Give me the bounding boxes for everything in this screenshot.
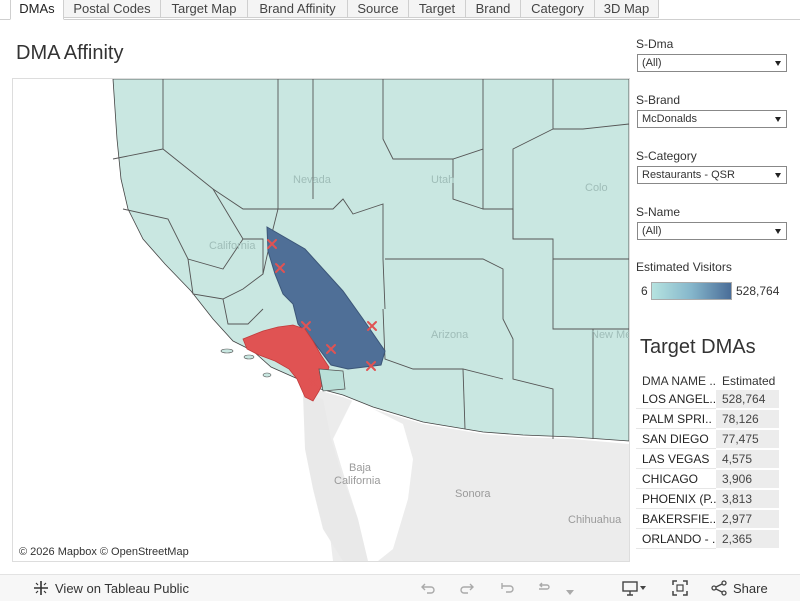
table-header: DMA NAME .. Estimated: [636, 370, 800, 390]
dma-name: PHOENIX (P..: [636, 490, 716, 509]
filter-name-select[interactable]: (All): [637, 222, 787, 240]
map-attribution[interactable]: © 2026 Mapbox © OpenStreetMap: [17, 546, 191, 558]
share-button[interactable]: Share: [733, 581, 768, 596]
baja-land: [303, 394, 368, 561]
estimated-visitors: 4,575: [716, 450, 779, 469]
table-row[interactable]: BAKERSFIE.. 2,977: [636, 510, 800, 530]
map-labels-mexico: Baja California Sonora Chihuahua: [334, 462, 622, 526]
estimated-visitors: 528,764: [716, 390, 779, 409]
us-base-dmas: [112, 79, 629, 442]
download-icon[interactable]: [622, 580, 648, 599]
dma-name: ORLANDO - ..: [636, 530, 716, 549]
estimated-visitors: 2,977: [716, 510, 779, 529]
tab-target-map[interactable]: Target Map: [161, 0, 248, 18]
filter-dma-select[interactable]: (All): [637, 54, 787, 72]
view-on-tableau-public-link[interactable]: View on Tableau Public: [55, 581, 189, 596]
filter-label-dma: S-Dma: [636, 37, 674, 51]
table-row[interactable]: SAN DIEGO 77,475: [636, 430, 800, 450]
legend-color-ramp: [651, 282, 732, 300]
dma-map[interactable]: Nevada Utah Colo California Arizona New …: [12, 78, 630, 562]
label-baja-1: Baja: [349, 462, 372, 474]
filter-category-value: Restaurants - QSR: [642, 169, 735, 181]
column-header-dma-name[interactable]: DMA NAME ..: [642, 374, 717, 388]
estimated-visitors: 78,126: [716, 410, 779, 429]
table-row[interactable]: ORLANDO - .. 2,365: [636, 530, 800, 550]
table-row[interactable]: CHICAGO 3,906: [636, 470, 800, 490]
filter-name-value: (All): [642, 225, 662, 237]
tab-brand-affinity[interactable]: Brand Affinity: [248, 0, 348, 18]
page-title: DMA Affinity: [16, 42, 124, 64]
chevron-down-icon: [775, 229, 781, 234]
filter-label-name: S-Name: [636, 205, 681, 219]
label-baja-2: California: [334, 475, 381, 487]
gulf-water: [333, 399, 413, 561]
filter-label-category: S-Category: [636, 149, 697, 163]
tab-category[interactable]: Category: [521, 0, 595, 18]
estimated-visitors: 77,475: [716, 430, 779, 449]
table-row[interactable]: LOS ANGEL.. 528,764: [636, 390, 800, 410]
redo-icon[interactable]: [459, 580, 475, 599]
legend-min: 6: [641, 284, 648, 298]
map-labels: Nevada Utah Colo California Arizona New …: [209, 174, 629, 341]
estimated-visitors: 2,365: [716, 530, 779, 549]
chevron-down-icon[interactable]: [566, 584, 574, 599]
tab-brand[interactable]: Brand: [466, 0, 521, 18]
legend-title: Estimated Visitors: [636, 260, 732, 274]
dma-name: LOS ANGEL..: [636, 390, 716, 409]
fullscreen-icon[interactable]: [672, 580, 688, 599]
dma-name: PALM SPRI..: [636, 410, 716, 429]
tab-3d-map[interactable]: 3D Map: [595, 0, 659, 18]
label-utah: Utah: [431, 174, 454, 186]
label-new-mexico: New Mexico: [591, 329, 629, 341]
table-row[interactable]: LAS VEGAS 4,575: [636, 450, 800, 470]
dma-name: BAKERSFIE..: [636, 510, 716, 529]
tab-target[interactable]: Target: [409, 0, 466, 18]
filter-brand-select[interactable]: McDonalds: [637, 110, 787, 128]
estimated-visitors: 3,906: [716, 470, 779, 489]
estimated-visitors: 3,813: [716, 490, 779, 509]
map-canvas[interactable]: Nevada Utah Colo California Arizona New …: [13, 79, 629, 561]
filter-brand-value: McDonalds: [642, 113, 698, 125]
label-sonora: Sonora: [455, 488, 491, 500]
label-nevada: Nevada: [293, 174, 332, 186]
label-colorado: Colo: [585, 182, 608, 194]
tab-source[interactable]: Source: [348, 0, 409, 18]
tab-postal-codes[interactable]: Postal Codes: [64, 0, 161, 18]
target-dmas-title: Target DMAs: [640, 336, 756, 358]
revert-icon[interactable]: [499, 580, 515, 599]
channel-islands: [220, 348, 272, 378]
tab-dmas[interactable]: DMAs: [10, 0, 64, 20]
filter-label-brand: S-Brand: [636, 93, 681, 107]
label-california: California: [209, 240, 256, 252]
share-icon[interactable]: [711, 580, 727, 599]
bottom-toolbar: View on Tableau Public Share: [0, 574, 800, 601]
undo-icon[interactable]: [420, 580, 436, 599]
chevron-down-icon: [775, 173, 781, 178]
dma-high-affinity[interactable]: [266, 226, 386, 370]
filter-dma-value: (All): [642, 57, 662, 69]
table-row[interactable]: PALM SPRI.. 78,126: [636, 410, 800, 430]
column-header-estimated[interactable]: Estimated: [722, 374, 776, 388]
dma-name: SAN DIEGO: [636, 430, 716, 449]
dma-name: LAS VEGAS: [636, 450, 716, 469]
dma-name: CHICAGO: [636, 470, 716, 489]
dma-boundaries: [112, 79, 629, 439]
refresh-icon[interactable]: [536, 580, 552, 599]
chevron-down-icon: [775, 117, 781, 122]
target-markers: [267, 239, 377, 388]
table-row[interactable]: PHOENIX (P.. 3,813: [636, 490, 800, 510]
label-arizona: Arizona: [431, 329, 469, 341]
label-chihuahua: Chihuahua: [568, 514, 622, 526]
tableau-logo-icon[interactable]: [33, 580, 49, 601]
tab-bar: DMAs Postal Codes Target Map Brand Affin…: [0, 0, 800, 20]
filter-category-select[interactable]: Restaurants - QSR: [637, 166, 787, 184]
chevron-down-icon: [775, 61, 781, 66]
dma-border-region: [318, 368, 346, 392]
legend-max: 528,764: [736, 284, 780, 298]
